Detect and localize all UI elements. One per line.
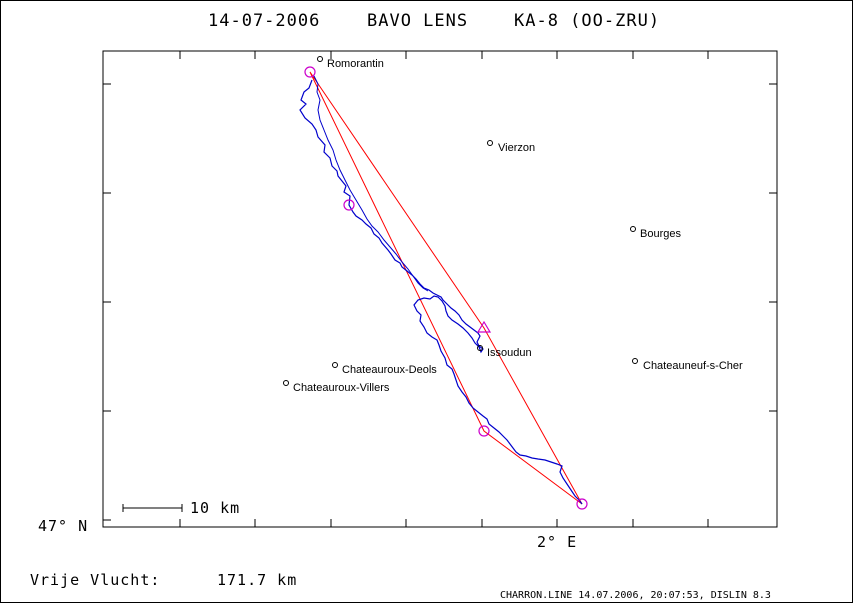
- town-marker-icon: [477, 345, 483, 351]
- town-issoudun: Issoudun: [477, 345, 532, 359]
- latitude-label: 47° N: [38, 517, 88, 535]
- town-marker-icon: [283, 380, 289, 386]
- map-frame: [102, 50, 778, 528]
- turnpoint-marker: [343, 199, 355, 211]
- town-chateauroux-villers: Chateauroux-Villers: [283, 380, 390, 394]
- town-label: Vierzon: [498, 142, 535, 154]
- town-marker-icon: [332, 362, 338, 368]
- town-label: Romorantin: [327, 58, 384, 70]
- town-label: Chateauneuf-s-Cher: [643, 360, 743, 372]
- town-label: Chateauroux-Deols: [342, 364, 437, 376]
- town-label: Chateauroux-Villers: [293, 382, 390, 394]
- task-route: [309, 71, 583, 505]
- town-marker-icon: [487, 140, 493, 146]
- town-marker-icon: [630, 226, 636, 232]
- turnpoint-triangle-marker: [476, 320, 492, 333]
- distance-value: 171.7 km: [217, 571, 297, 589]
- longitude-label: 2° E: [537, 533, 577, 551]
- turnpoint-marker: [478, 425, 490, 437]
- turnpoint-finish-marker: [576, 498, 588, 510]
- town-chateauroux-deols: Chateauroux-Deols: [332, 362, 437, 376]
- flight-track: [299, 79, 583, 505]
- town-label: Issoudun: [487, 347, 532, 359]
- footer-credit: CHARRON.LINE 14.07.2006, 20:07:53, DISLI…: [500, 590, 771, 601]
- turnpoint-start-marker: [304, 66, 316, 78]
- town-marker-icon: [317, 56, 323, 62]
- town-vierzon: Vierzon: [487, 140, 535, 154]
- town-chateauneuf-s-cher: Chateauneuf-s-Cher: [632, 358, 743, 372]
- title-date: 14-07-2006: [208, 11, 320, 31]
- town-romorantin: Romorantin: [317, 56, 384, 70]
- title-glider: KA-8 (OO-ZRU): [514, 11, 660, 31]
- town-marker-icon: [632, 358, 638, 364]
- flight-track-branch: [313, 75, 429, 292]
- title-pilot: BAVO LENS: [367, 11, 468, 31]
- scale-bar-label: 10 km: [190, 499, 240, 517]
- town-bourges: Bourges: [630, 226, 681, 240]
- town-label: Bourges: [640, 228, 681, 240]
- axis-ticks: [103, 51, 777, 527]
- distance-label: Vrije Vlucht:: [30, 571, 160, 589]
- scale-bar: 10 km: [122, 499, 240, 517]
